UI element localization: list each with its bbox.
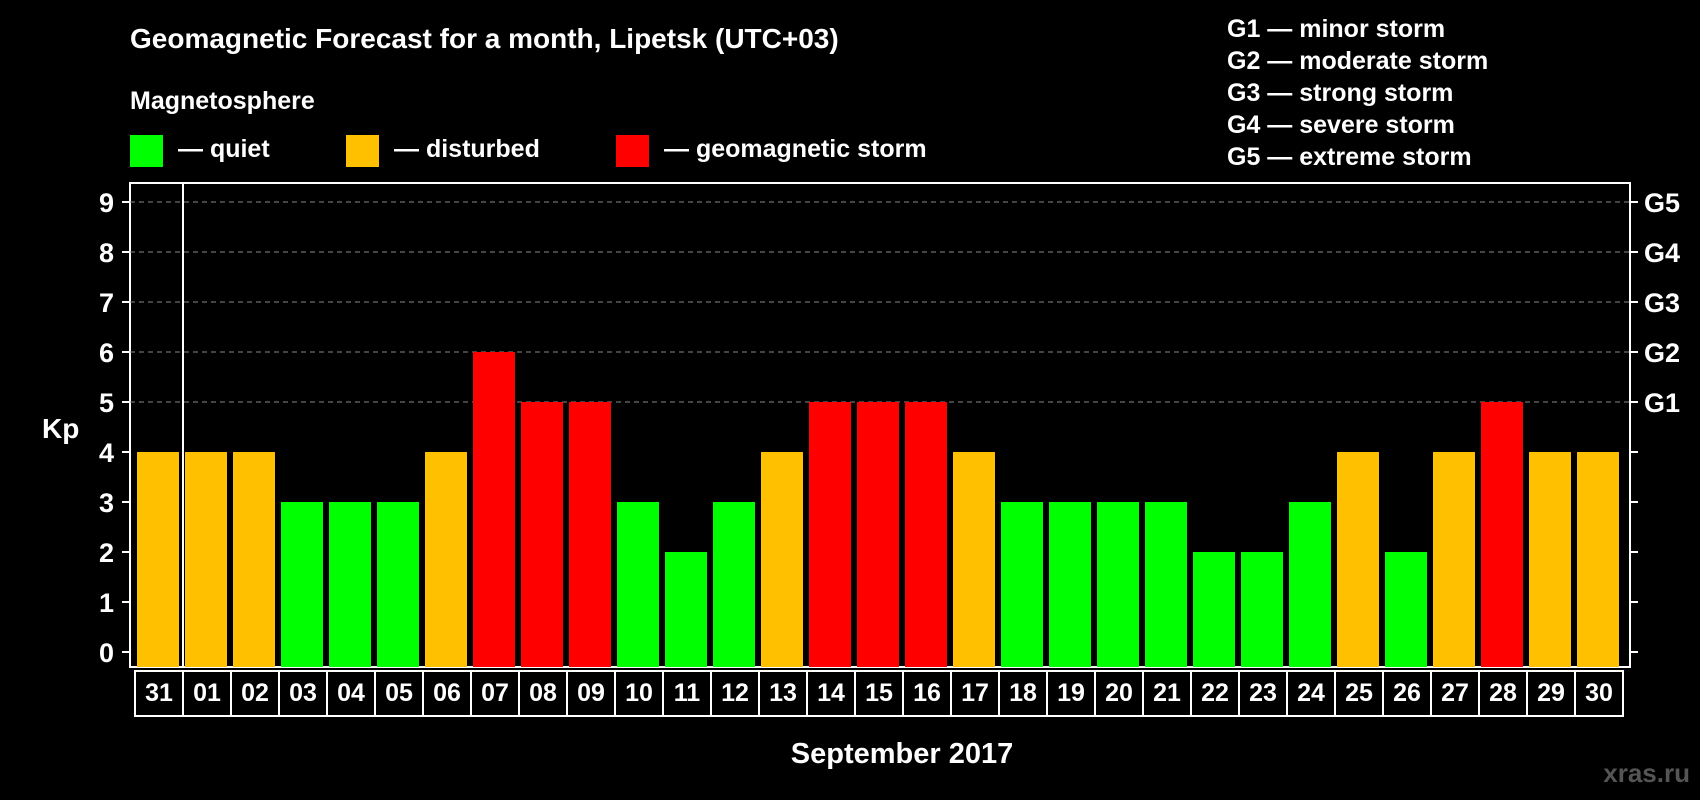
y-axis-label: Kp [42,413,79,444]
g-legend-g3: G3 — strong storm [1227,79,1453,107]
y-tick-label: 8 [99,238,114,268]
x-tick-label: 01 [193,679,221,707]
day-label-box [1574,670,1624,717]
x-tick-label: 13 [769,679,797,707]
g-legend-g5: G5 — extreme storm [1227,143,1472,171]
x-tick-label: 14 [817,679,845,707]
x-tick-label: 28 [1489,679,1517,707]
x-tick-label: 10 [625,679,653,707]
bar [857,402,899,667]
x-tick-label: 04 [337,679,365,707]
x-tick-label: 09 [577,679,605,707]
g-scale-legend: G1 — minor storm G2 — moderate storm G3 … [1227,15,1488,171]
x-tick-label: 12 [721,679,749,707]
x-tick-label: 17 [961,679,989,707]
x-tick-label: 18 [1009,679,1037,707]
bar [1001,502,1043,667]
bar [905,402,947,667]
bar [1337,452,1379,667]
bar [1385,552,1427,667]
legend-swatch-storm [616,135,649,167]
bar [1241,552,1283,667]
x-axis-label: September 2017 [791,738,1013,770]
bar [137,452,179,667]
x-tick-label: 25 [1345,679,1373,707]
g-scale-label: G5 [1644,188,1680,218]
legend-swatch-disturbed [346,135,379,167]
x-tick-label: 24 [1297,679,1325,707]
y-tick-label: 1 [99,588,114,618]
x-tick-label: 05 [385,679,413,707]
x-tick-label: 02 [241,679,269,707]
x-tick-label: 23 [1249,679,1277,707]
y-tick-label: 4 [99,438,114,468]
y-tick-label: 9 [99,188,114,218]
x-tick-label: 03 [289,679,317,707]
bar [1577,452,1619,667]
bar [521,402,563,667]
legend-label-storm: — geomagnetic storm [664,135,927,163]
g-scale-label: G1 [1644,388,1680,418]
g-legend-g1: G1 — minor storm [1227,15,1445,43]
bar [281,502,323,667]
bar [1193,552,1235,667]
bar [185,452,227,667]
x-tick-label: 11 [674,679,701,707]
legend-label-disturbed: — disturbed [394,135,540,163]
bar [1097,502,1139,667]
bar [1145,502,1187,667]
g-legend-g2: G2 — moderate storm [1227,47,1488,75]
legend-label-quiet: — quiet [178,135,270,163]
x-tick-label: 16 [913,679,941,707]
g-legend-g4: G4 — severe storm [1227,111,1455,139]
bar [569,402,611,667]
bar [713,502,755,667]
bar [1049,502,1091,667]
g-scale-label: G3 [1644,288,1680,318]
bar [473,352,515,667]
x-tick-label: 27 [1441,679,1469,707]
chart-title: Geomagnetic Forecast for a month, Lipets… [130,23,839,54]
y-tick-label: 5 [99,388,114,418]
bar [665,552,707,667]
y-tick-label: 2 [99,538,114,568]
x-tick-label: 06 [433,679,461,707]
x-tick-label: 20 [1105,679,1133,707]
bar [953,452,995,667]
x-tick-label: 30 [1585,679,1613,707]
g-scale-label: G2 [1644,338,1680,368]
x-tick-label: 19 [1057,679,1085,707]
x-tick-label: 26 [1393,679,1421,707]
y-tick-label: 0 [99,638,114,668]
bar [329,502,371,667]
x-tick-label: 08 [529,679,557,707]
y-tick-label: 7 [99,288,114,318]
bar [1433,452,1475,667]
x-tick-label: 07 [481,679,509,707]
bar [377,502,419,667]
x-tick-label: 21 [1153,679,1181,707]
x-tick-label: 29 [1537,679,1565,707]
y-tick-label: 3 [99,488,114,518]
x-tick-label: 22 [1201,679,1229,707]
bar [809,402,851,667]
watermark: xras.ru [1603,758,1690,788]
bar [233,452,275,667]
bar [1529,452,1571,667]
legend-title: Magnetosphere [130,87,315,115]
bar [761,452,803,667]
bar [617,502,659,667]
legend: — quiet — disturbed — geomagnetic storm [130,135,927,167]
bar [1289,502,1331,667]
y-tick-label: 6 [99,338,114,368]
bar [425,452,467,667]
x-tick-label: 15 [865,679,893,707]
legend-swatch-quiet [130,135,163,167]
g-scale-label: G4 [1644,238,1680,268]
bar [1481,402,1523,667]
x-tick-label: 31 [145,679,173,707]
